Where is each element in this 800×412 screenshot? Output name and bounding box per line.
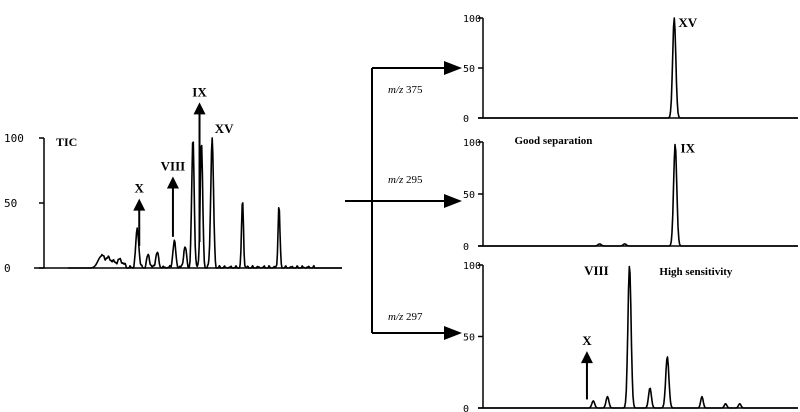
- tic-ytick-label: 50: [4, 197, 17, 210]
- ion297-annotation-viii: VIII: [584, 263, 609, 278]
- svg-text:m/z 375: m/z 375: [388, 84, 423, 96]
- ion-label-295-text: 295: [403, 174, 423, 186]
- ion295-ytick-label: 0: [463, 242, 469, 253]
- ion297-annotation-high-sensitivity: High sensitivity: [659, 266, 733, 278]
- ion297-ytick-label: 0: [463, 404, 469, 412]
- ion295-annotation-ix: IX: [681, 140, 696, 155]
- ion375-annotation-xv: XV: [678, 15, 697, 30]
- arrowhead-295: [444, 194, 462, 208]
- panel-tic: 100 50 0 TIC X VIII IX XV: [4, 84, 343, 275]
- tic-annotation-xv: XV: [215, 121, 234, 136]
- tic-ytick-label: 100: [4, 132, 24, 145]
- ion297-ytick-label: 50: [463, 333, 475, 344]
- ion-label-375: m/z 375: [388, 84, 423, 96]
- ion-label-295: m/z 295: [388, 174, 423, 186]
- ion297-annotation-x: X: [582, 333, 592, 348]
- panel-ion297: 100 50 0 VIII High sensitivity X: [463, 261, 799, 412]
- ion295-annotation-good-separation: Good separation: [515, 135, 593, 147]
- arrowhead-297: [444, 326, 462, 340]
- tic-annotation-arrowhead: [193, 102, 206, 115]
- ion-label-297-text: 297: [403, 311, 423, 323]
- tic-annotation-viii: VIII: [161, 159, 186, 174]
- tic-annotation-x: X: [135, 181, 145, 196]
- ion375-ytick-label: 50: [463, 64, 475, 75]
- ion375-ytick-label: 100: [463, 14, 481, 25]
- ion297-trace: [483, 265, 799, 409]
- arrowhead-375: [444, 61, 462, 75]
- chart-panels: 100 50 0 TIC X VIII IX XV 100 50 0 XV 100 50 0 IX Good s…: [4, 14, 799, 412]
- tic-label: TIC: [56, 135, 77, 149]
- tic-annotation-arrowhead: [133, 198, 146, 211]
- ion297-ytick-label: 100: [463, 261, 481, 272]
- ion375-ytick-label: 0: [463, 114, 469, 125]
- panel-ion295: 100 50 0 IX Good separation: [463, 135, 799, 253]
- ion-label-375-text: 375: [403, 84, 423, 96]
- ion295-ytick-label: 50: [463, 190, 475, 201]
- ion295-ytick-label: 100: [463, 138, 481, 149]
- panel-ion375: 100 50 0 XV: [463, 14, 799, 125]
- ion375-trace: [483, 17, 799, 119]
- svg-text:m/z 295: m/z 295: [388, 174, 423, 186]
- tic-trace: [67, 137, 343, 269]
- tic-ytick-label: 0: [4, 262, 11, 275]
- tic-annotation-ix: IX: [192, 84, 207, 99]
- ion297-annotation-arrowhead: [580, 351, 593, 364]
- ion295-trace: [483, 143, 799, 247]
- ion-label-297: m/z 297: [388, 311, 423, 323]
- svg-text:m/z 297: m/z 297: [388, 311, 423, 323]
- tic-annotation-arrowhead: [166, 176, 179, 189]
- flow-arrows: [345, 61, 462, 340]
